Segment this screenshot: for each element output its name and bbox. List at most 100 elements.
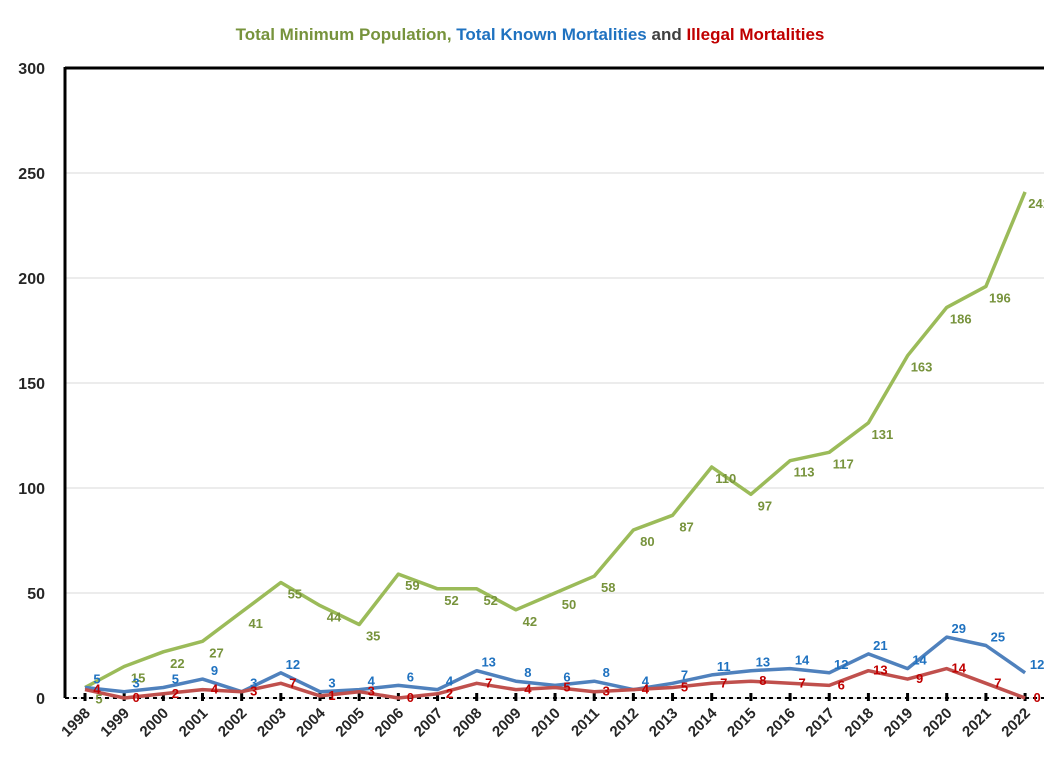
data-label: 55 (288, 587, 302, 602)
x-tick-label: 2008 (450, 705, 486, 741)
data-label: 12 (834, 657, 848, 672)
x-tick-label: 2015 (724, 705, 760, 741)
data-label: 22 (170, 656, 184, 671)
data-label: 42 (523, 614, 537, 629)
data-label: 3 (368, 684, 375, 699)
data-label: 8 (524, 665, 531, 680)
x-tick-label: 2018 (842, 705, 878, 741)
data-label: 4 (446, 674, 454, 689)
data-label: 8 (603, 665, 610, 680)
data-label: 9 (916, 671, 923, 686)
x-tick-label: 2009 (489, 705, 525, 741)
y-tick-label: 100 (18, 481, 45, 498)
data-label: 113 (794, 465, 815, 480)
data-label: 0 (133, 690, 140, 705)
data-label: 117 (833, 456, 854, 471)
data-label: 3 (133, 676, 140, 691)
data-label: 59 (405, 578, 419, 593)
data-label: 97 (758, 498, 772, 513)
data-label: 3 (250, 676, 257, 691)
x-tick-label: 1998 (58, 705, 94, 741)
x-tick-label: 2005 (332, 705, 368, 741)
chart-title: Total Minimum Population, Total Known Mo… (236, 25, 825, 44)
data-label: 25 (991, 630, 1005, 645)
data-label: 163 (911, 360, 933, 375)
x-tick-label: 2011 (568, 705, 603, 740)
x-tick-label: 2004 (293, 704, 329, 740)
data-label: 14 (952, 661, 967, 676)
x-tick-label: 2022 (998, 705, 1034, 741)
data-label: 4 (642, 682, 650, 697)
data-label: 5 (563, 680, 570, 695)
data-label: 7 (720, 675, 727, 690)
data-label: 52 (483, 593, 497, 608)
x-tick-label: 2010 (528, 705, 564, 741)
data-label: 7 (485, 675, 492, 690)
data-label: 9 (211, 663, 218, 678)
data-label: 6 (838, 677, 845, 692)
data-label: 2 (172, 686, 179, 701)
data-label: 5 (95, 692, 102, 707)
data-label: 5 (172, 672, 179, 687)
data-label: 8 (759, 673, 766, 688)
x-tick-label: 2000 (137, 705, 173, 741)
data-label: 14 (912, 653, 927, 668)
data-label: 50 (562, 597, 576, 612)
data-label: 4 (524, 682, 532, 697)
x-tick-label: 2017 (802, 705, 838, 741)
data-label: 52 (444, 593, 458, 608)
y-tick-label: 0 (36, 691, 45, 708)
data-label: 44 (327, 610, 342, 625)
data-label: 1 (328, 688, 335, 703)
data-label: 12 (1030, 657, 1044, 672)
data-label: 27 (209, 645, 223, 660)
x-tick-label: 2021 (959, 705, 995, 741)
data-label: 131 (872, 427, 894, 442)
data-label: 14 (795, 653, 810, 668)
data-label: 11 (717, 659, 731, 674)
data-label: 5 (93, 672, 100, 687)
data-label: 7 (289, 675, 296, 690)
x-tick-label: 1999 (97, 705, 133, 741)
data-label: 196 (989, 290, 1011, 305)
title-part: and (651, 25, 681, 44)
data-label: 15 (131, 671, 145, 686)
y-tick-label: 50 (27, 586, 45, 603)
data-label: 13 (756, 655, 770, 670)
data-label: 4 (211, 682, 219, 697)
x-tick-label: 2019 (881, 705, 917, 741)
data-label: 186 (950, 311, 972, 326)
data-label: 4 (93, 682, 101, 697)
data-label: 58 (601, 580, 615, 595)
y-tick-label: 200 (18, 271, 45, 288)
data-label: 80 (640, 534, 654, 549)
data-label: 0 (407, 690, 414, 705)
data-label: 0 (1033, 690, 1040, 705)
x-tick-label: 2006 (372, 705, 408, 741)
x-tick-label: 2002 (215, 705, 251, 741)
data-label: 41 (248, 616, 262, 631)
data-label: 110 (715, 471, 736, 486)
data-label: 4 (642, 674, 650, 689)
x-tick-label: 2020 (920, 705, 956, 741)
data-label: 241 (1028, 196, 1044, 211)
y-tick-label: 250 (18, 166, 45, 183)
y-tick-label: 150 (18, 376, 45, 393)
data-label: 3 (250, 684, 257, 699)
series-line (84, 666, 1026, 700)
data-label: 13 (873, 663, 887, 678)
data-label: 2 (446, 686, 453, 701)
data-label: 21 (873, 638, 887, 653)
x-tick-label: 2014 (685, 704, 721, 740)
y-tick-label: 300 (18, 61, 45, 78)
x-tick-label: 2016 (763, 705, 799, 741)
data-label: 3 (603, 684, 610, 699)
data-label: 13 (481, 655, 495, 670)
x-tick-label: 2003 (254, 705, 290, 741)
data-label: 5 (681, 680, 688, 695)
x-tick-label: 2013 (646, 705, 682, 741)
data-label: 7 (681, 667, 688, 682)
data-label: 4 (368, 674, 376, 689)
title-part: Illegal Mortalities (686, 25, 824, 44)
